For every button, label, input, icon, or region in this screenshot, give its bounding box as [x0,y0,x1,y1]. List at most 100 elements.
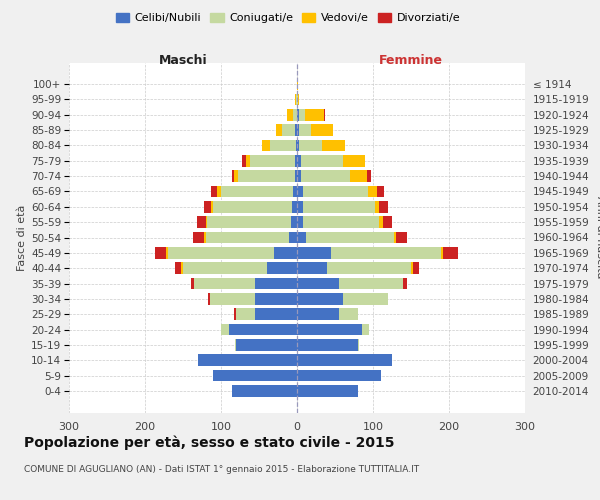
Bar [394,232,396,243]
Bar [291,216,297,228]
Bar [297,278,339,289]
Bar [193,232,204,243]
Bar [255,278,297,289]
Bar [208,293,209,304]
Y-axis label: Anni di nascita: Anni di nascita [595,196,600,278]
Bar [377,186,385,197]
Bar [379,216,383,228]
Bar [166,247,168,258]
Bar [297,293,343,304]
Bar [297,354,392,366]
Bar [221,186,293,197]
Bar [206,216,208,228]
Bar [297,170,301,182]
Bar [375,201,379,212]
Bar [413,262,419,274]
Bar [339,308,358,320]
Bar [297,247,331,258]
Bar [276,124,282,136]
Text: COMUNE DI AGUGLIANO (AN) - Dati ISTAT 1° gennaio 2015 - Elaborazione TUTTITALIA.: COMUNE DI AGUGLIANO (AN) - Dati ISTAT 1°… [24,465,419,474]
Bar [368,186,377,197]
Bar [297,339,358,350]
Bar [242,155,246,166]
Bar [299,109,305,120]
Bar [442,247,443,258]
Bar [306,232,394,243]
Bar [232,170,234,182]
Bar [297,155,301,166]
Bar [367,170,371,182]
Bar [198,354,297,366]
Bar [204,232,206,243]
Bar [396,232,407,243]
Bar [343,293,388,304]
Bar [181,262,183,274]
Bar [297,186,303,197]
Bar [175,262,181,274]
Bar [168,247,274,258]
Bar [297,370,380,382]
Text: Maschi: Maschi [158,54,208,68]
Bar [299,124,311,136]
Text: Popolazione per età, sesso e stato civile - 2015: Popolazione per età, sesso e stato civil… [24,435,395,450]
Bar [292,201,297,212]
Bar [403,278,407,289]
Bar [295,94,296,105]
Bar [296,94,297,105]
Text: Femmine: Femmine [379,54,443,68]
Bar [234,308,236,320]
Bar [221,324,229,336]
Bar [297,140,299,151]
Bar [301,170,350,182]
Bar [232,385,297,396]
Bar [295,124,297,136]
Bar [411,262,413,274]
Bar [212,201,292,212]
Bar [297,78,298,90]
Bar [191,278,194,289]
Bar [214,370,297,382]
Bar [297,109,299,120]
Bar [211,186,217,197]
Bar [269,140,296,151]
Bar [362,324,369,336]
Bar [297,216,303,228]
Bar [297,262,328,274]
Bar [206,232,289,243]
Bar [297,324,362,336]
Bar [183,262,266,274]
Bar [266,262,297,274]
Bar [293,186,297,197]
Bar [234,170,238,182]
Bar [297,308,339,320]
Bar [282,124,295,136]
Bar [297,385,358,396]
Bar [194,278,255,289]
Bar [343,155,365,166]
Bar [303,201,375,212]
Bar [289,232,297,243]
Bar [339,278,403,289]
Bar [295,170,297,182]
Bar [350,170,367,182]
Bar [322,140,345,151]
Bar [358,339,359,350]
Bar [236,339,297,350]
Bar [197,216,206,228]
Bar [217,186,221,197]
Bar [211,201,212,212]
Bar [229,324,297,336]
Y-axis label: Fasce di età: Fasce di età [17,204,27,270]
Bar [250,155,295,166]
Bar [209,293,255,304]
Bar [262,140,269,151]
Bar [303,216,379,228]
Bar [295,155,297,166]
Bar [293,109,297,120]
Bar [331,247,442,258]
Bar [311,124,334,136]
Bar [443,247,458,258]
Bar [236,308,255,320]
Bar [298,94,299,105]
Bar [297,232,306,243]
